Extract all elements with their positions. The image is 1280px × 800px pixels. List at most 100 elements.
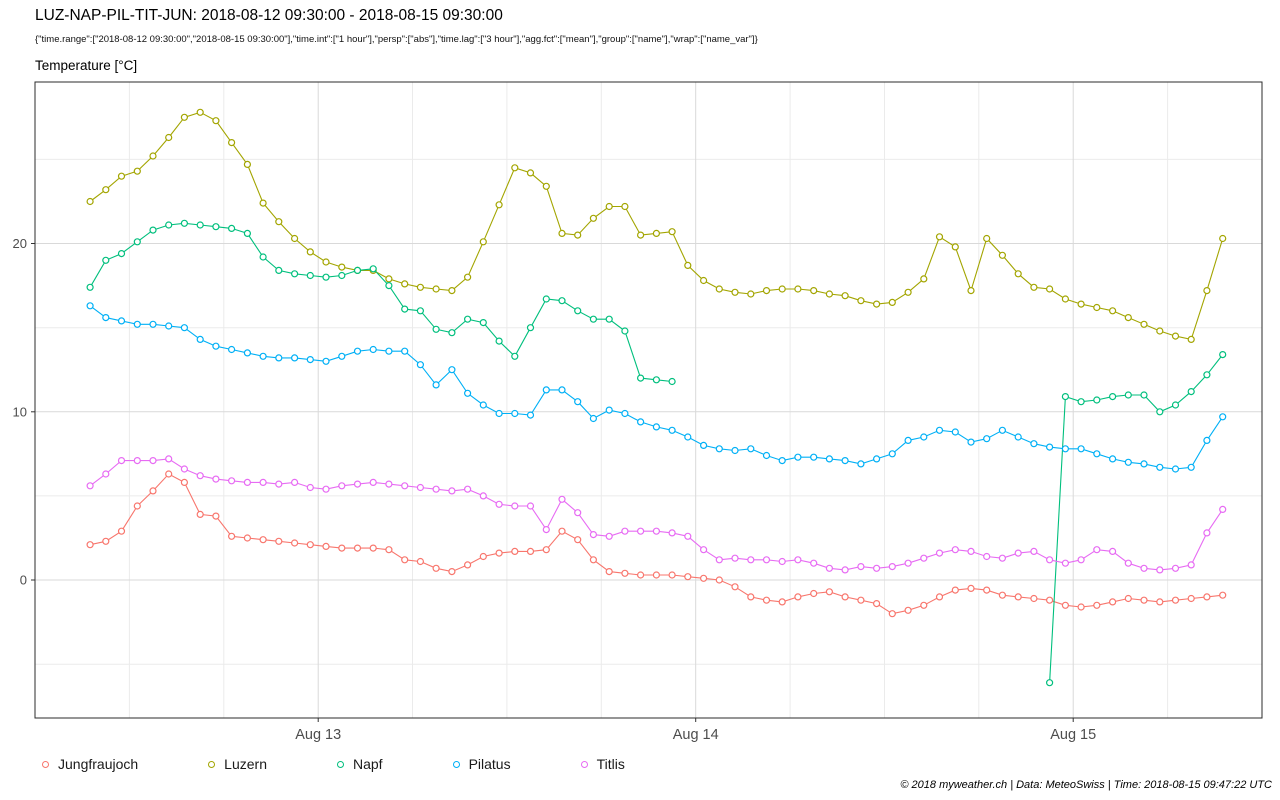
data-point-titlis (762, 556, 771, 564)
data-point-luzern (1171, 332, 1180, 340)
data-point-napf (1219, 351, 1227, 359)
data-point-titlis (935, 549, 944, 557)
data-point-pilatus (1219, 413, 1227, 421)
data-point-jungfraujoch (291, 539, 299, 547)
data-point-jungfraujoch (86, 541, 94, 549)
data-point-jungfraujoch (306, 541, 314, 549)
data-point-napf (448, 329, 456, 337)
data-point-luzern (1077, 300, 1085, 308)
legend-item-napf: Napf (336, 756, 383, 772)
data-point-jungfraujoch (794, 593, 802, 601)
data-point-jungfraujoch (165, 470, 173, 478)
data-point-luzern (967, 287, 975, 295)
data-point-napf (1140, 391, 1148, 399)
data-point-pilatus (589, 414, 598, 423)
data-point-titlis (1140, 564, 1148, 572)
data-point-jungfraujoch (684, 573, 692, 581)
data-point-titlis (888, 562, 896, 571)
data-point-titlis (149, 457, 157, 465)
data-point-jungfraujoch (401, 556, 409, 564)
data-point-titlis (180, 465, 188, 473)
data-point-luzern (1156, 327, 1164, 335)
data-point-titlis (652, 527, 661, 535)
data-point-luzern (542, 182, 550, 190)
data-point-luzern (983, 234, 991, 243)
data-point-luzern (951, 243, 959, 251)
data-point-pilatus (810, 453, 818, 461)
data-point-pilatus (747, 445, 755, 453)
legend: Jungfraujoch Luzern Napf Pilatus Titlis (42, 752, 625, 776)
plot-area: 0 10 20 Aug 13 Aug 14 Aug 15 (13, 81, 1263, 743)
data-point-jungfraujoch (762, 596, 771, 604)
data-point-jungfraujoch (920, 601, 928, 609)
data-point-titlis (259, 478, 267, 486)
data-point-napf (1108, 393, 1117, 401)
data-point-pilatus (605, 406, 613, 414)
data-point-titlis (699, 546, 708, 554)
data-point-pilatus (636, 418, 645, 426)
data-point-titlis (841, 566, 849, 574)
data-point-napf (542, 295, 550, 303)
data-point-napf (338, 271, 346, 280)
data-point-titlis (526, 502, 535, 510)
legend-key-circle-icon (208, 760, 216, 768)
data-point-titlis (1061, 559, 1070, 567)
data-point-titlis (605, 532, 613, 540)
data-point-jungfraujoch (951, 586, 959, 594)
data-point-luzern (165, 133, 173, 142)
data-point-pilatus (762, 451, 771, 460)
data-point-titlis (133, 457, 141, 465)
data-point-napf (589, 315, 598, 323)
data-point-luzern (1045, 285, 1054, 293)
data-point-pilatus (228, 345, 236, 354)
data-point-pilatus (338, 352, 346, 360)
legend-label: Pilatus (468, 756, 511, 772)
data-point-titlis (1030, 547, 1038, 556)
data-point-titlis (338, 482, 346, 490)
chart-title: LUZ-NAP-PIL-TIT-JUN: 2018-08-12 09:30:00… (35, 7, 503, 24)
data-point-jungfraujoch (825, 588, 834, 596)
data-point-pilatus (495, 409, 503, 418)
data-point-luzern (762, 287, 771, 295)
data-point-pilatus (1171, 465, 1180, 473)
data-point-titlis (668, 529, 676, 537)
data-point-napf (495, 337, 503, 345)
data-point-napf (1061, 393, 1070, 401)
data-point-napf (228, 224, 236, 232)
y-tick-label: 20 (13, 236, 27, 251)
data-point-pilatus (731, 446, 739, 455)
data-point-luzern (857, 297, 865, 305)
data-point-jungfraujoch (857, 596, 865, 604)
data-point-luzern (574, 231, 582, 239)
data-point-pilatus (983, 435, 991, 443)
data-point-pilatus (149, 320, 157, 328)
panel-border (34, 81, 1263, 719)
data-point-luzern (149, 152, 157, 160)
data-point-napf (165, 221, 173, 229)
data-point-napf (180, 219, 188, 227)
data-point-jungfraujoch (259, 536, 267, 544)
data-point-titlis (291, 478, 299, 486)
data-point-jungfraujoch (1077, 603, 1085, 611)
data-point-luzern (416, 283, 424, 291)
data-point-luzern (699, 276, 708, 285)
data-point-napf (1156, 408, 1164, 416)
data-point-titlis (684, 532, 692, 540)
data-point-jungfraujoch (275, 537, 283, 545)
data-point-luzern (841, 292, 849, 300)
data-point-jungfraujoch (1124, 594, 1132, 603)
data-point-jungfraujoch (699, 574, 708, 582)
data-point-napf (574, 307, 582, 315)
legend-key-circle-icon (42, 760, 49, 768)
data-point-pilatus (165, 322, 173, 330)
data-point-titlis (228, 477, 236, 485)
data-point-jungfraujoch (369, 544, 377, 552)
data-point-napf (212, 223, 220, 231)
data-point-jungfraujoch (1219, 591, 1227, 599)
data-point-pilatus (920, 433, 928, 441)
data-point-luzern (684, 261, 692, 269)
data-point-jungfraujoch (542, 546, 550, 554)
data-point-pilatus (1124, 458, 1132, 466)
data-point-titlis (1219, 505, 1227, 513)
data-point-jungfraujoch (652, 571, 661, 579)
